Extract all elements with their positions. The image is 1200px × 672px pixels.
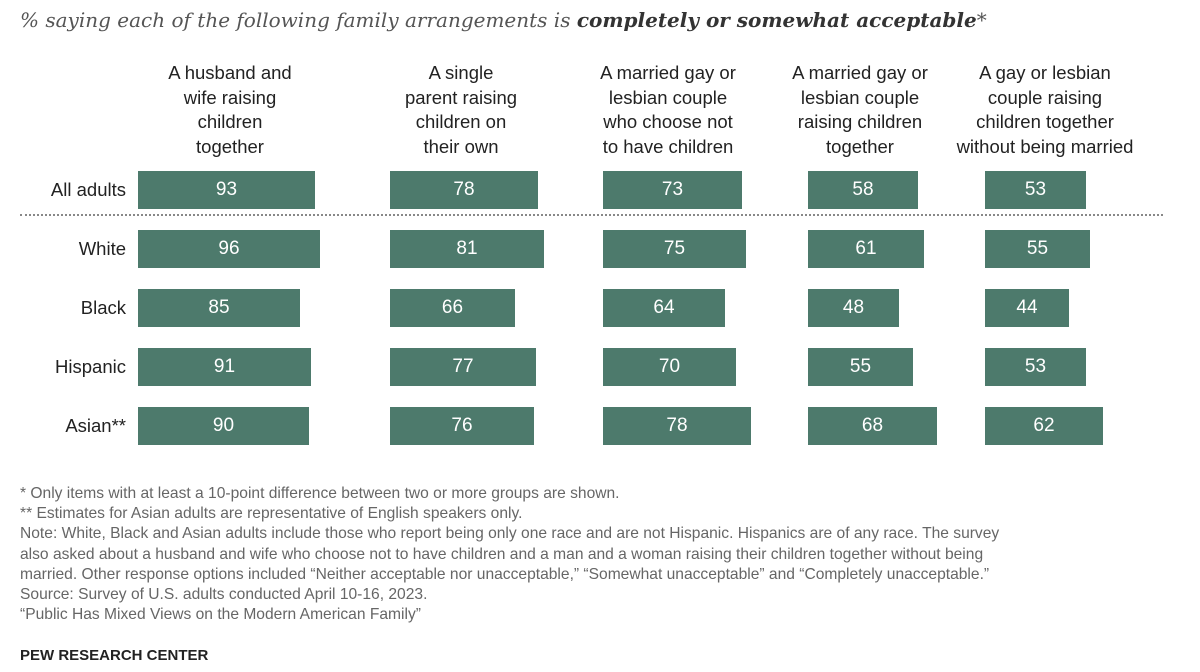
note-line-3: married. Other response options included… [20, 565, 990, 583]
bar-value-label: 64 [653, 297, 675, 318]
title-prefix: % saying each of the following family ar… [20, 8, 577, 32]
bar-value-label: 76 [451, 415, 473, 436]
bar-value-label: 66 [441, 297, 464, 318]
row-label: Asian** [65, 415, 126, 436]
footnote-1: * Only items with at least a 10-point di… [20, 485, 620, 502]
bar-value-label: 90 [212, 415, 235, 436]
bar: 77 [390, 348, 536, 386]
row-label: Hispanic [55, 356, 126, 377]
report-title: “Public Has Mixed Views on the Modern Am… [20, 606, 421, 624]
bar: 55 [808, 348, 913, 386]
title-suffix: * [976, 8, 987, 32]
bar: 96 [138, 230, 320, 268]
bar: 44 [985, 289, 1069, 327]
bar-value-label: 77 [452, 356, 474, 377]
row-label: Black [80, 297, 126, 318]
column-header: A gay or lesbian couple raising children… [956, 62, 1134, 157]
bar-value-label: 70 [658, 356, 681, 377]
bar-value-label: 78 [666, 415, 688, 436]
bar-value-label: 85 [208, 297, 230, 318]
bar-value-label: 93 [215, 179, 238, 200]
bar-value-label: 53 [1024, 179, 1047, 200]
source-line: Source: Survey of U.S. adults conducted … [20, 586, 428, 604]
bar: 48 [808, 289, 899, 327]
bar: 55 [985, 230, 1090, 268]
bar-value-label: 78 [453, 179, 475, 200]
bar-value-label: 55 [849, 356, 872, 377]
column-header: A married gay or lesbian couple raising … [792, 62, 928, 157]
bar: 75 [603, 230, 746, 268]
column-header: A married gay or lesbian couple who choo… [600, 62, 736, 157]
bar: 61 [808, 230, 924, 268]
row-label: White [78, 238, 126, 259]
bar-value-label: 91 [213, 356, 236, 377]
note-line-2: also asked about a husband and wife who … [20, 545, 984, 563]
bar-value-label: 58 [852, 179, 874, 200]
bar: 53 [985, 171, 1086, 209]
bar: 70 [603, 348, 736, 386]
source-logo: PEW RESEARCH CENTER [20, 647, 209, 664]
bar: 62 [985, 407, 1103, 445]
chart-title: % saying each of the following family ar… [20, 8, 987, 32]
bar-value-label: 96 [218, 238, 240, 259]
bar: 78 [390, 171, 538, 209]
bar-value-label: 55 [1026, 238, 1049, 259]
bar: 78 [603, 407, 751, 445]
bar-value-label: 48 [842, 297, 865, 318]
bar-value-label: 73 [661, 179, 684, 200]
bar: 73 [603, 171, 742, 209]
bar: 53 [985, 348, 1086, 386]
footnote-2: ** Estimates for Asian adults are repres… [20, 505, 523, 523]
bar: 68 [808, 407, 937, 445]
bar-value-label: 44 [1016, 297, 1038, 318]
bar-value-label: 61 [855, 238, 877, 259]
column-header: A single parent raising children on thei… [404, 62, 518, 157]
title-emphasis: completely or somewhat acceptable [576, 8, 977, 32]
bar-value-label: 68 [861, 415, 884, 436]
bar: 90 [138, 407, 309, 445]
row-label: All adults [50, 179, 126, 200]
note-line-1: Note: White, Black and Asian adults incl… [20, 525, 1000, 543]
bar: 93 [138, 171, 315, 209]
bar: 66 [390, 289, 515, 327]
bar-value-label: 53 [1024, 356, 1047, 377]
bar: 85 [138, 289, 300, 327]
bar-value-label: 75 [663, 238, 686, 259]
bar-value-label: 62 [1033, 415, 1055, 436]
bar: 81 [390, 230, 544, 268]
bar: 64 [603, 289, 725, 327]
divider-line [20, 214, 1163, 216]
column-header: A husband and wife raising children toge… [168, 62, 292, 157]
bar: 91 [138, 348, 311, 386]
bar-value-label: 81 [456, 238, 478, 259]
bar: 76 [390, 407, 534, 445]
bar: 58 [808, 171, 918, 209]
chart-notes: * Only items with at least a 10-point di… [20, 484, 1180, 625]
